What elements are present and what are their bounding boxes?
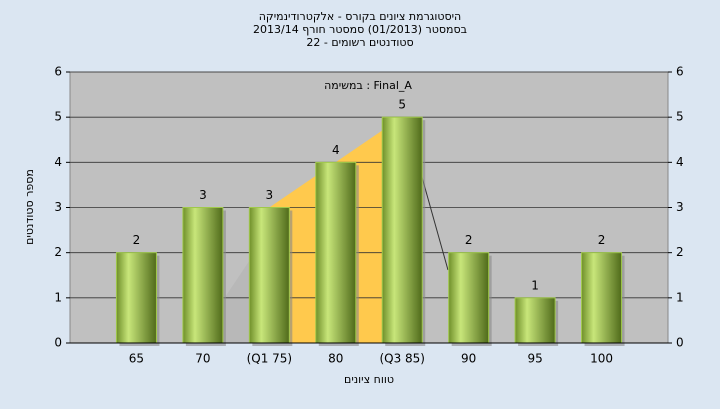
- y2-tick-label: 3: [676, 200, 684, 214]
- value-label: 5: [398, 98, 406, 112]
- y-tick-label: 3: [54, 200, 62, 214]
- value-label: 2: [465, 233, 473, 247]
- y-tick-label: 4: [54, 155, 62, 169]
- y-tick-label: 6: [54, 65, 62, 79]
- bar: [581, 252, 623, 344]
- title-line: סטודנטים רשומים - 22: [306, 36, 413, 49]
- y2-tick-label: 1: [676, 290, 684, 304]
- y-axis-label: מספר סטודנטים: [23, 169, 36, 245]
- value-label: 3: [199, 188, 207, 202]
- value-label: 1: [531, 278, 539, 292]
- value-label: 4: [332, 143, 340, 157]
- bar: [514, 297, 556, 344]
- x-tick-label: (Q3 85): [379, 352, 425, 366]
- x-tick-label: 80: [328, 352, 343, 366]
- x-tick-label: 70: [195, 352, 210, 366]
- bar: [315, 161, 357, 344]
- y2-tick-label: 5: [676, 110, 684, 124]
- annotation: במשימה : Final_A: [324, 79, 412, 92]
- x-tick-label: 100: [590, 352, 613, 366]
- x-tick-label: 95: [527, 352, 542, 366]
- bar: [182, 207, 224, 344]
- y-tick-label: 5: [54, 110, 62, 124]
- y2-tick-label: 2: [676, 245, 684, 259]
- title-line: היסטוגרמת ציונים בקורס - אלקטרודינמיקה: [259, 10, 462, 23]
- x-tick-label: (Q1 75): [247, 352, 293, 366]
- y-tick-label: 0: [54, 336, 62, 350]
- bar: [381, 116, 423, 344]
- value-label: 2: [133, 233, 141, 247]
- bar: [115, 252, 157, 344]
- bar: [248, 207, 290, 344]
- x-tick-label: 90: [461, 352, 476, 366]
- y2-tick-label: 0: [676, 336, 684, 350]
- y-tick-label: 2: [54, 245, 62, 259]
- x-tick-label: 65: [129, 352, 144, 366]
- x-axis-label: טווח ציונים: [344, 373, 394, 386]
- y2-tick-label: 6: [676, 65, 684, 79]
- title-line: בסמסטר (01/2013) סמסטר חורף 2013/14: [253, 23, 467, 36]
- y-tick-label: 1: [54, 290, 62, 304]
- y2-tick-label: 4: [676, 155, 684, 169]
- value-label: 2: [598, 233, 606, 247]
- bar: [448, 252, 490, 344]
- value-label: 3: [266, 188, 274, 202]
